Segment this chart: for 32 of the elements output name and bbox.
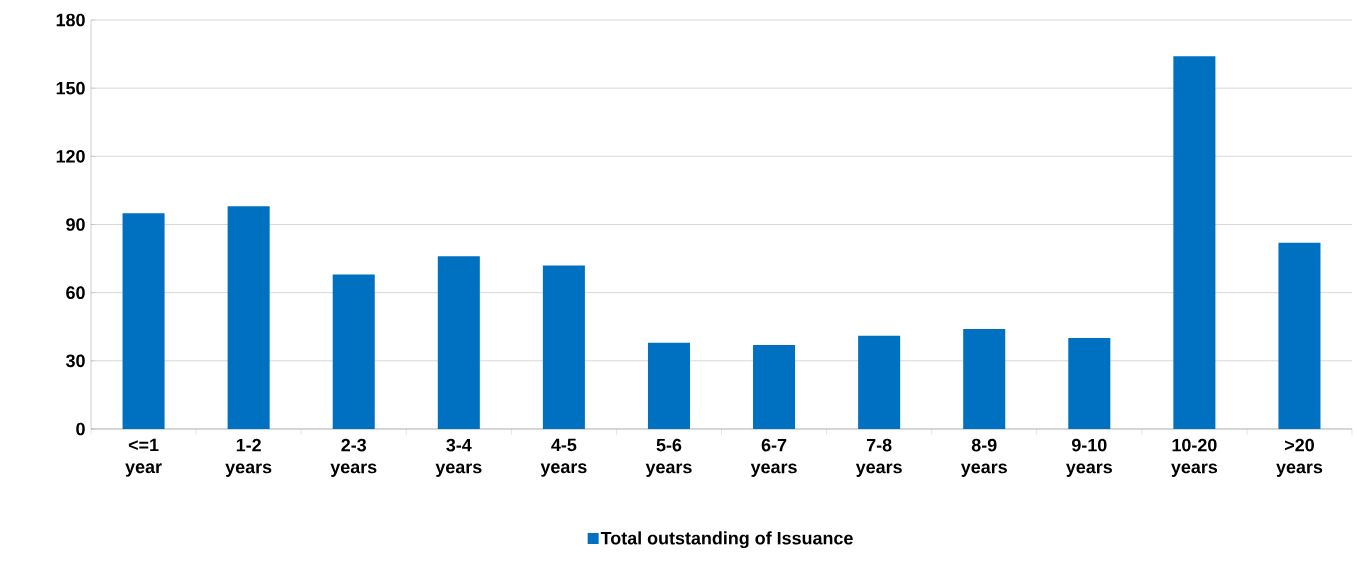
bar [858, 335, 901, 429]
bar [227, 206, 270, 429]
y-tick-label: 30 [65, 354, 85, 368]
bar [1068, 338, 1111, 429]
bar [753, 344, 796, 429]
x-tick-label: 4-5 years [540, 438, 587, 477]
y-tick-label: 180 [56, 13, 85, 27]
x-tick-label: 2-3 years [330, 438, 377, 477]
bar [647, 342, 690, 429]
y-tick-label: 150 [56, 81, 85, 95]
bar [1278, 242, 1321, 429]
x-tick-label: 10-20 years [1171, 438, 1218, 477]
bar [963, 329, 1006, 429]
x-tick-label: 3-4 years [435, 438, 482, 477]
y-tick-label: 90 [66, 218, 85, 231]
x-tick-label: 9-10 years [1066, 438, 1112, 477]
x-tick-label: 5-6 years [645, 438, 692, 477]
legend-label: Total outstanding of Issuance [600, 531, 853, 549]
bar [1173, 56, 1216, 429]
bar [122, 213, 165, 429]
bar [542, 265, 585, 429]
y-tick-label: 120 [56, 149, 85, 163]
x-tick-label: 8-9 years [960, 438, 1007, 477]
x-tick-label: >20 years [1276, 438, 1323, 477]
y-tick-label: 60 [66, 286, 85, 299]
bar [437, 256, 480, 429]
x-tick-label: <=1 year [125, 438, 162, 477]
x-tick-label: 1-2 years [225, 438, 272, 477]
x-tick-label: 7-8 years [855, 438, 902, 477]
y-tick-label: 0 [76, 422, 85, 436]
bar [332, 274, 375, 429]
x-tick-label: 6-7 years [750, 438, 797, 477]
